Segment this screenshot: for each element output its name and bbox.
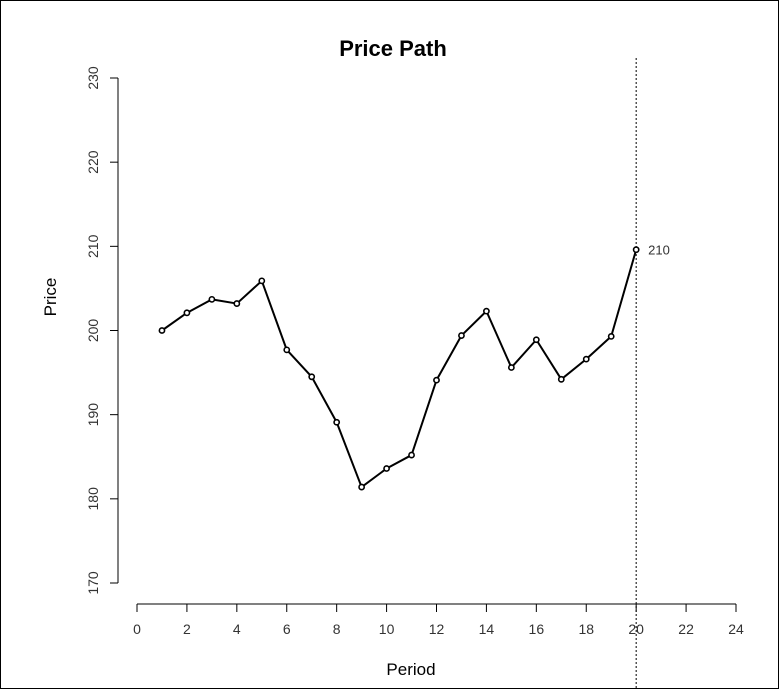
y-tick-label: 220	[85, 150, 101, 174]
x-tick-label: 8	[333, 621, 341, 637]
x-tick-label: 2	[183, 621, 191, 637]
series-line	[161, 249, 638, 489]
data-point	[358, 483, 366, 491]
data-point	[433, 376, 440, 384]
y-axis-label: Price	[41, 278, 60, 317]
y-tick-label: 180	[85, 487, 101, 511]
data-point	[507, 364, 515, 371]
data-point	[283, 346, 291, 354]
x-tick-label: 12	[429, 621, 445, 637]
data-point	[183, 309, 191, 317]
x-tick-label: 24	[728, 621, 744, 637]
data-point	[383, 465, 390, 472]
data-point	[607, 332, 615, 340]
y-tick-label: 170	[85, 571, 101, 595]
data-point	[557, 375, 565, 383]
x-axis: 0 2 4 6 8 10 12 14 16 18 20 22 24	[133, 603, 744, 637]
x-axis-label: Period	[386, 660, 435, 679]
end-value-label: 210	[648, 243, 670, 258]
data-point	[458, 332, 465, 339]
y-tick-label: 210	[85, 234, 101, 258]
x-tick-label: 18	[578, 621, 594, 637]
data-point	[333, 418, 341, 426]
series-group	[158, 246, 640, 491]
data-point	[582, 355, 590, 363]
data-point	[532, 336, 540, 344]
y-tick-label: 200	[85, 319, 101, 343]
y-tick-label: 230	[85, 66, 101, 90]
x-tick-label: 20	[628, 621, 644, 637]
data-point	[408, 451, 415, 459]
data-point	[258, 277, 266, 285]
x-tick-label: 16	[529, 621, 545, 637]
x-tick-label: 0	[133, 621, 141, 637]
data-point	[632, 246, 640, 254]
data-point	[158, 327, 166, 334]
x-tick-label: 6	[283, 621, 291, 637]
data-point	[483, 307, 490, 315]
x-tick-label: 22	[678, 621, 694, 637]
annotations-group: 210	[648, 243, 670, 258]
x-tick-label: 10	[379, 621, 395, 637]
data-point	[233, 300, 241, 307]
y-tick-label: 190	[85, 403, 101, 427]
data-point	[308, 373, 316, 381]
y-axis: 170 180 190 200 210 220 230	[85, 66, 119, 595]
chart-title: Price Path	[339, 36, 447, 61]
x-tick-label: 14	[479, 621, 495, 637]
x-tick-label: 4	[233, 621, 241, 637]
data-point	[208, 295, 216, 303]
